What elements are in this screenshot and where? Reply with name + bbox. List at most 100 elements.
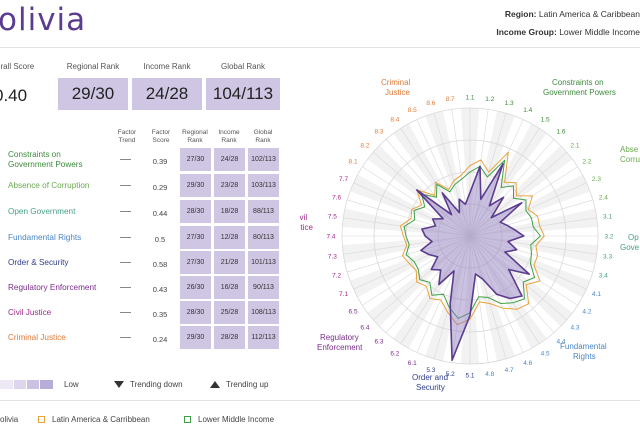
spoke-label: 4.1 (592, 291, 601, 298)
spoke-label: 5.3 (426, 367, 435, 374)
radar-spoke (469, 151, 567, 237)
series-legend-latam: Latin America & Carribbean (52, 415, 150, 424)
radar-spoke (469, 235, 597, 255)
spoke-label: 1.1 (465, 95, 474, 102)
latam-swatch-icon (38, 416, 45, 423)
table-row[interactable]: Absence of Corruption 0.29 29/30 23/28 1… (0, 174, 285, 199)
spoke-label: 7.1 (339, 291, 348, 298)
spoke-label: 4.4 (557, 339, 566, 346)
trend-dash (120, 211, 131, 212)
radar-shading (342, 108, 598, 364)
radar-spoke (469, 113, 507, 237)
radar-spoke (362, 166, 471, 237)
col-income-rank: Income Rank (218, 129, 240, 144)
table-row[interactable]: Constraints on Government Powers 0.39 27… (0, 148, 285, 173)
radar-spoke (347, 235, 471, 273)
factor-label: Absence of Corruption (8, 181, 90, 190)
spoke-label: 8.7 (446, 96, 455, 103)
factor-label: Regulatory Enforcement (8, 283, 97, 292)
factor-label: Fundamental Rights (8, 233, 82, 242)
spoke-label: 4.2 (582, 309, 591, 316)
spoke-label: 7.5 (328, 214, 337, 221)
regional-rank-cell: 27/30 (180, 148, 211, 171)
spoke-label: 8.4 (390, 117, 399, 124)
table-row[interactable]: Order & Security 0.58 27/30 21/28 101/11… (0, 251, 285, 276)
factor-score: 0.44 (152, 209, 168, 218)
spoke-label: 2.2 (582, 158, 591, 165)
radar-wedge (470, 236, 573, 327)
spoke-label: 8.2 (360, 142, 369, 149)
income-rank-cell: 25/28 (214, 301, 245, 324)
table-row[interactable]: Civil Justice 0.35 28/30 25/28 108/113 (0, 301, 285, 326)
legend-trending-down: Trending down (114, 380, 183, 389)
income-rank-cell: 18/28 (214, 200, 245, 223)
trend-dash (120, 262, 131, 263)
factor-label: Constraints on Government Powers (8, 150, 83, 169)
radar-spoke (385, 139, 471, 237)
factor-label-criminal-justice: Criminal (381, 78, 411, 87)
overall-score-value: 0.40 (0, 86, 28, 105)
spoke-label: 4.6 (523, 360, 532, 367)
legend-low-label: Low (64, 380, 79, 389)
spoke-label: 6.5 (349, 309, 358, 316)
radar-wedge (350, 236, 470, 298)
income-rank-cell: 24/28 (214, 148, 245, 171)
income-rank-cell: 16/28 (214, 276, 245, 299)
spoke-label: 7.7 (339, 176, 348, 183)
spoke-label: 8.1 (349, 158, 358, 165)
radar-wedge (393, 123, 470, 236)
region-label: Region: (504, 9, 537, 19)
radar-spoke (469, 109, 489, 237)
income-group-value: Lower Middle Income (559, 27, 640, 37)
spoke-label: 8.5 (408, 107, 417, 114)
series-legend-lmi: Lower Middle Income (198, 415, 275, 424)
radar-spoke (469, 139, 555, 237)
region-value: Latin America & Caribbean (538, 9, 640, 19)
radar-spoke (385, 235, 471, 333)
global-rank-cell: 112/113 (248, 326, 279, 349)
table-row[interactable]: Fundamental Rights 0.5 27/30 12/28 80/11… (0, 226, 285, 251)
radar-spoke (347, 199, 471, 237)
regional-rank-cell: 28/30 (180, 301, 211, 324)
region-info: Region: Latin America & Caribbean (505, 9, 640, 19)
spoke-label: 1.3 (505, 100, 514, 107)
spoke-label: 4.8 (485, 371, 494, 378)
radar-spoke (400, 235, 471, 344)
triangle-up-icon (210, 381, 220, 389)
income-rank-cell: 12/28 (214, 226, 245, 249)
spoke-label: 3.3 (603, 253, 612, 260)
table-row[interactable]: Regulatory Enforcement 0.43 26/30 16/28 … (0, 276, 285, 301)
spoke-label: 8.6 (426, 100, 435, 107)
global-rank-value: 104/113 (206, 78, 280, 110)
spoke-label: 1.6 (557, 128, 566, 135)
gradient-swatch-1 (0, 380, 13, 389)
radar-wedge (470, 123, 547, 236)
radar-wedge (470, 236, 547, 349)
radar-spoke (433, 113, 471, 237)
table-row[interactable]: Open Government 0.44 28/30 18/28 88/113 (0, 200, 285, 225)
factor-label-criminal-justice-2: Justice (385, 88, 410, 97)
trending-down-label: Trending down (130, 380, 183, 389)
factor-label-corruption: Abse (620, 145, 639, 154)
factor-label-order-security: Order and (412, 373, 448, 382)
trend-dash (120, 312, 131, 313)
radar-wedge (470, 145, 573, 236)
trend-dash (120, 185, 131, 186)
radar-spoke (451, 109, 471, 237)
table-row[interactable]: Criminal Justice 0.24 29/30 28/28 112/11… (0, 326, 285, 351)
global-rank-cell: 101/113 (248, 251, 279, 274)
factor-label-civil-justice: Civil (300, 213, 307, 222)
radar-wedge (367, 236, 470, 327)
country-title: olivia (0, 2, 87, 38)
series-latam (399, 151, 545, 326)
radar-spoke (469, 235, 587, 290)
factor-label-open-gov: Op (628, 233, 639, 242)
spoke-label: 5.1 (465, 373, 474, 380)
trend-dash (120, 337, 131, 338)
regional-rank-cell: 27/30 (180, 226, 211, 249)
spoke-label: 2.4 (599, 194, 608, 201)
radar-wedge (470, 236, 590, 298)
col-global-rank: Global Rank (253, 129, 273, 144)
global-rank-label: Global Rank (220, 62, 266, 71)
spoke-label: 3.4 (599, 273, 608, 280)
